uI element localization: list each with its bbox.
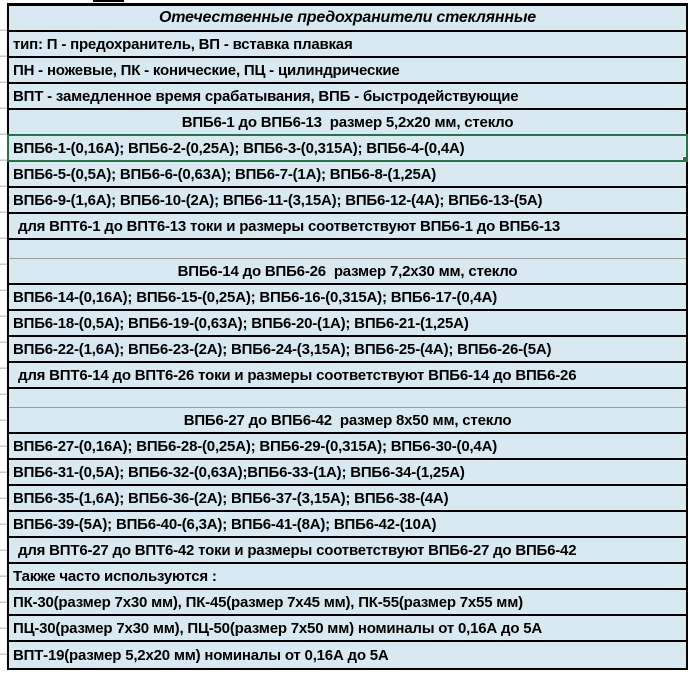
row-pc-sizes[interactable]: ПЦ-30(размер 7x30 мм), ПЦ-50(размер 7x50… — [9, 616, 686, 642]
row-section3-data-4[interactable]: ВПБ6-39-(5А); ВПБ6-40-(6,3А); ВПБ6-41-(8… — [9, 512, 686, 538]
row-section2-header[interactable]: ВПБ6-14 до ВПБ6-26 размер 7,2x30 мм, сте… — [9, 259, 686, 285]
row-also-used-header[interactable]: Также часто используются : — [9, 564, 686, 590]
row-section3-data-1[interactable]: ВПБ6-27-(0,16А); ВПБ6-28-(0,25А); ВПБ6-2… — [9, 434, 686, 460]
row-section1-data-3[interactable]: ВПБ6-9-(1,6А); ВПБ6-10-(2А); ВПБ6-11-(3,… — [9, 188, 686, 214]
row-section1-vpt-note[interactable]: для ВПТ6-1 до ВПТ6-13 токи и размеры соо… — [9, 214, 686, 240]
row-section2-data-2[interactable]: ВПБ6-18-(0,5А); ВПБ6-19-(0,63А); ВПБ6-20… — [9, 311, 686, 337]
sheet-margin-gridlines — [0, 5, 7, 677]
row-section1-data-2[interactable]: ВПБ6-5-(0,5А); ВПБ6-6-(0,63А); ВПБ6-7-(1… — [9, 162, 686, 188]
row-type-legend[interactable]: тип: П - предохранитель, ВП - вставка пл… — [9, 32, 686, 58]
fuse-table: Отечественные предохранители стеклянные … — [7, 3, 688, 670]
row-section3-header[interactable]: ВПБ6-27 до ВПБ6-42 размер 8x50 мм, стекл… — [9, 408, 686, 434]
row-section2-data-3[interactable]: ВПБ6-22-(1,6А); ВПБ6-23-(2А); ВПБ6-24-(3… — [9, 337, 686, 363]
selected-cell-row[interactable]: ВПБ6-1-(0,16А); ВПБ6-2-(0,25А); ВПБ6-3-(… — [7, 134, 688, 162]
row-pk-sizes[interactable]: ПК-30(размер 7x30 мм), ПК-45(размер 7x45… — [9, 590, 686, 616]
row-shape-legend[interactable]: ПН - ножевые, ПК - конические, ПЦ - цили… — [9, 58, 686, 84]
selection-fill-handle[interactable] — [682, 156, 686, 160]
row-section3-data-3[interactable]: ВПБ6-35-(1,6А); ВПБ6-36-(2А); ВПБ6-37-(3… — [9, 486, 686, 512]
row-section2-vpt-note[interactable]: для ВПТ6-14 до ВПТ6-26 токи и размеры со… — [9, 363, 686, 389]
row-speed-legend[interactable]: ВПТ - замедленное время срабатывания, ВП… — [9, 84, 686, 110]
row-section2-data-1[interactable]: ВПБ6-14-(0,16А); ВПБ6-15-(0,25А); ВПБ6-1… — [9, 285, 686, 311]
cropped-cell-border-artifact — [93, 0, 124, 2]
table-title-row[interactable]: Отечественные предохранители стеклянные — [9, 6, 686, 32]
row-section3-data-2[interactable]: ВПБ6-31-(0,5А); ВПБ6-32-(0,63А);ВПБ6-33-… — [9, 460, 686, 486]
spacer-row[interactable] — [9, 240, 686, 259]
row-vpt19-sizes[interactable]: ВПТ-19(размер 5,2x20 мм) номиналы от 0,1… — [9, 642, 686, 668]
row-section3-vpt-note[interactable]: для ВПТ6-27 до ВПТ6-42 токи и размеры со… — [9, 538, 686, 564]
spacer-row[interactable] — [9, 389, 686, 408]
row-section1-header[interactable]: ВПБ6-1 до ВПБ6-13 размер 5,2x20 мм, стек… — [9, 110, 686, 136]
